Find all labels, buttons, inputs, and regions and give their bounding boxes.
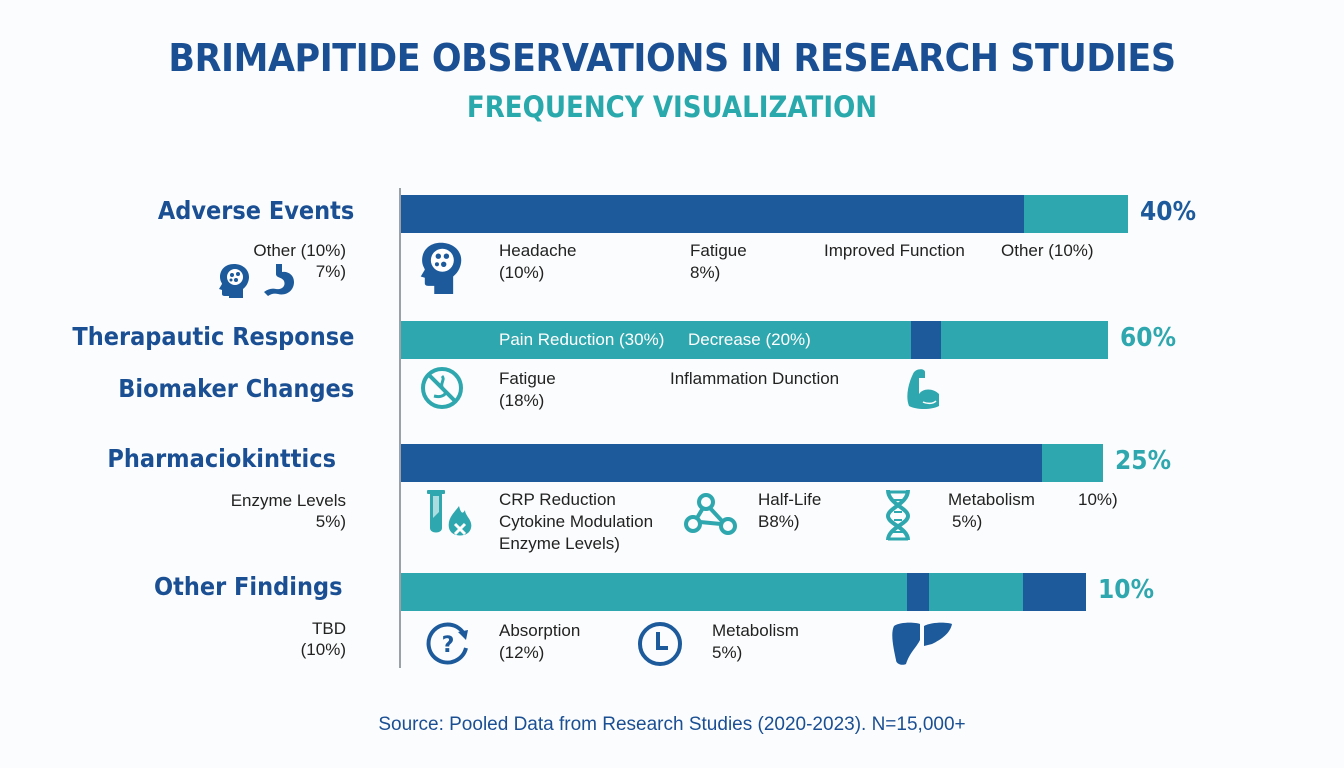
test-tube-flame-icon	[427, 490, 472, 536]
bar-segment	[401, 444, 1042, 482]
bar-segment	[401, 321, 911, 359]
note-line: (18%)	[499, 391, 545, 410]
note-line: 5%)	[952, 512, 983, 531]
note-line: 10%)	[1078, 490, 1118, 509]
note-metabolism-5: Metabolism 5%)	[712, 620, 799, 664]
side-note-line: Other (10%)	[253, 241, 346, 260]
note-metabolism: Metabolism 5%)	[948, 489, 1035, 533]
note-ten-percent: 10%)	[1078, 489, 1118, 511]
y-axis-line	[399, 188, 401, 668]
data-label-therapeutic-response: 60%	[1120, 323, 1177, 353]
bar-segment	[1023, 573, 1086, 611]
note-improved-function: Improved Function	[824, 240, 965, 262]
bar-therapeutic-response: Pain Reduction (30%) Decrease (20%)	[401, 321, 1108, 359]
side-note-adverse-events: Other (10%) 7%)	[253, 240, 346, 282]
source-footnote: Source: Pooled Data from Research Studie…	[378, 714, 966, 735]
bar-segment	[929, 573, 1023, 611]
no-nausea-icon	[421, 367, 463, 409]
note-line: CRP Reduction	[499, 490, 616, 509]
bar-pharmacokinetics	[401, 444, 1103, 482]
note-line: (10%)	[499, 263, 545, 282]
note-fatigue: Fatigue 8%)	[690, 240, 747, 284]
stomach-icon	[264, 264, 294, 296]
bar-segment	[907, 573, 929, 611]
category-label-other-findings: Other Findings	[153, 572, 342, 601]
bar-segment	[1042, 444, 1103, 482]
note-line: Β8%)	[758, 512, 800, 531]
in-bar-label-decrease: Decrease (20%)	[688, 330, 811, 349]
bar-other-findings	[401, 573, 1086, 611]
bar-segment	[911, 321, 941, 359]
category-label-biomarker-changes: Biomaker Changes	[118, 374, 354, 403]
molecule-icon	[684, 493, 737, 535]
side-note-pharmacokinetics: Enzyme Levels 5%)	[231, 490, 346, 532]
side-note-line: 5%)	[315, 512, 346, 531]
question-cycle-icon: ?	[426, 622, 468, 665]
data-label-pharmacokinetics: 25%	[1115, 446, 1172, 476]
dna-icon	[885, 489, 911, 541]
note-line: Absorption	[499, 621, 581, 640]
bar-segment	[941, 321, 1108, 359]
side-note-line: TBD	[312, 619, 346, 638]
note-line: Fatigue	[690, 241, 747, 260]
svg-text:?: ?	[442, 633, 455, 658]
category-label-therapeutic-response: Therapautic Response	[71, 322, 354, 351]
note-line: Headache	[499, 241, 577, 260]
side-note-line: (10%)	[300, 640, 346, 659]
side-note-line: Enzyme Levels	[230, 491, 346, 510]
side-note-line: 7%)	[315, 262, 346, 281]
chart-title: BRIMAPITIDE OBSERVATIONS IN RESEARCH STU…	[168, 36, 1176, 80]
note-half-life: Half-Life Β8%)	[758, 489, 821, 533]
category-label-adverse-events: Adverse Events	[157, 196, 354, 225]
note-line: Metabolism	[948, 490, 1035, 509]
category-label-pharmacokinetics: Pharmaciokinttics	[107, 444, 336, 473]
note-line: (12%)	[499, 643, 545, 662]
data-label-other-findings: 10%	[1098, 575, 1155, 605]
note-line: Cytokine Modulation	[499, 512, 654, 531]
bar-segment	[401, 195, 1024, 233]
in-bar-label-pain-reduction: Pain Reduction (30%)	[499, 330, 665, 349]
data-label-adverse-events: 40%	[1140, 197, 1197, 227]
bar-adverse-events	[401, 195, 1128, 233]
note-line: Other (10%)	[1001, 241, 1094, 260]
note-inflammation: Inflammation Dunction	[670, 368, 839, 390]
bar-segment	[1024, 195, 1128, 233]
note-line: Metabolism	[712, 621, 799, 640]
note-line: Inflammation Dunction	[670, 369, 840, 388]
note-absorption: Absorption (12%)	[499, 620, 580, 664]
note-crp-reduction: CRP Reduction Cytokine Modulation Enzyme…	[499, 489, 653, 555]
note-line: Enzyme Levels)	[499, 534, 620, 553]
note-other: Other (10%)	[1001, 240, 1094, 262]
note-headache: Headache (10%)	[499, 240, 577, 284]
liver-icon	[892, 622, 952, 665]
brain-head-icon	[420, 242, 462, 294]
side-note-other-findings: TBD (10%)	[301, 618, 346, 660]
note-line: Improved Function	[824, 241, 965, 260]
note-line: 5%)	[712, 643, 743, 662]
note-line: Fatigue	[499, 369, 556, 388]
muscle-arm-icon	[907, 369, 939, 409]
brain-head-icon	[219, 264, 249, 298]
note-line: Half-Life	[758, 490, 822, 509]
note-fatigue-18: Fatigue (18%)	[499, 368, 556, 412]
clock-icon	[638, 622, 682, 666]
chart-subtitle: FREQUENCY VISUALIZATION	[466, 90, 878, 124]
note-line: 8%)	[690, 263, 721, 282]
bar-segment	[401, 573, 907, 611]
